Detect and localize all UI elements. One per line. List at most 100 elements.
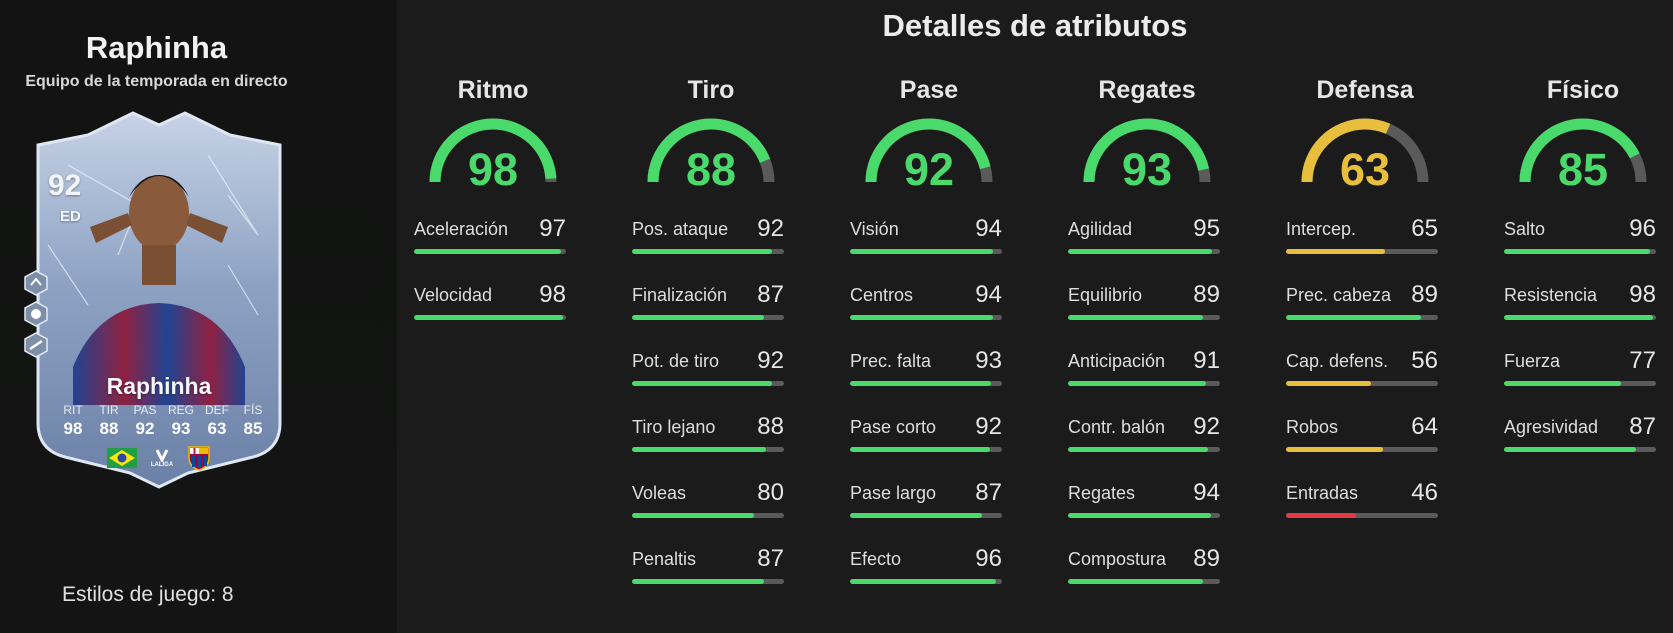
brazil-flag-icon [106,448,137,468]
player-name: Raphinha [85,30,228,65]
attribute-value: 96 [1629,215,1656,242]
attribute-row: Robos 64 [1286,413,1444,483]
laliga-logo: LALIGA [151,448,173,468]
playstyle-icon [23,270,49,296]
attribute-row: Visión 94 [850,215,1008,285]
attribute-bar-fill [632,381,772,386]
attribute-name: Tiro lejano [632,417,716,437]
attribute-name: Voleas [632,483,687,503]
attribute-value: 89 [1193,281,1220,308]
card-stat: FÍS 85 [238,403,268,439]
attribute-bar [1068,513,1220,518]
attribute-row: Pot. de tiro 92 [632,347,790,417]
category-value: 63 [1339,144,1391,195]
attribute-bar-fill [1068,249,1213,254]
attribute-value: 77 [1629,347,1656,374]
attribute-row: Salto 96 [1504,215,1662,285]
attribute-row: Aceleración 97 [414,215,572,285]
gauge-fill [429,118,557,183]
attribute-value: 92 [1193,413,1220,440]
attribute-row: Agresividad 87 [1504,413,1662,483]
attribute-bar [1286,513,1438,518]
playstyle-icon [23,301,49,327]
attribute-bar-fill [1068,513,1211,518]
attribute-bar-fill [1504,447,1637,452]
attribute-bar-fill [850,447,990,452]
attribute-bar-fill [850,315,993,320]
attribute-name: Fuerza [1504,351,1561,371]
card-stat-label: PAS [133,403,157,417]
card-stat-value: 85 [243,419,263,438]
attribute-list: Aceleración 97 Velocidad 98 [414,215,572,351]
attribute-row: Voleas 80 [632,479,790,549]
attribute-row: Efecto 96 [850,545,1008,615]
playstyles-count[interactable]: Estilos de juego: 8 [62,583,234,606]
category-tiro: Tiro 88 Pos. ataque 92 Finalización 87 Pot. d… [632,76,790,584]
attribute-name: Anticipación [1068,351,1166,371]
attribute-bar [1068,381,1220,386]
attribute-name: Pase largo [850,483,937,503]
attribute-bar [1068,315,1220,320]
card-stat: REG 93 [166,403,196,439]
gauge-fill [865,118,993,183]
attribute-bar [1504,447,1656,452]
attribute-value: 65 [1411,215,1438,242]
attribute-name: Equilibrio [1068,285,1143,305]
attribute-bar-fill [632,315,765,320]
attribute-value: 98 [1629,281,1656,308]
attribute-row: Prec. cabeza 89 [1286,281,1444,351]
page-title: Detalles de atributos [882,8,1188,43]
laliga-text: LALIGA [150,462,174,468]
attribute-bar [1068,249,1220,254]
attribute-row: Agilidad 95 [1068,215,1226,285]
attribute-value: 94 [1193,479,1220,506]
attribute-name: Regates [1068,483,1136,503]
attribute-name: Pot. de tiro [632,351,720,371]
attribute-row: Intercep. 65 [1286,215,1444,285]
attribute-row: Pase largo 87 [850,479,1008,549]
card-stat-value: 93 [171,419,191,438]
card-stat-label: TIR [99,403,119,417]
attribute-value: 92 [975,413,1002,440]
gauge-fill [1301,118,1429,183]
card-stat: RIT 98 [58,403,88,439]
attribute-bar-fill [1504,381,1622,386]
category-title: Físico [1546,76,1620,104]
category-value: 98 [467,144,519,195]
attribute-value: 56 [1411,347,1438,374]
category-title: Ritmo [457,76,529,104]
category-gauge: 98 [425,114,561,195]
player-card[interactable]: 92 ED Raphinha RIT 98 TIR 88 PAS 92 REG 93 D… [24,105,290,490]
attribute-value: 91 [1193,347,1220,374]
attribute-bar-fill [632,513,754,518]
category-pase: Pase 92 Visión 94 Centros 94 Prec. falta 93 Pas… [850,76,1008,584]
card-stat-value: 98 [63,419,83,438]
gauge-fill [1083,118,1211,183]
attribute-bar [632,381,784,386]
attribute-value: 46 [1411,479,1438,506]
category-title: Pase [899,76,959,104]
attribute-bar [632,579,784,584]
attribute-bar [1286,249,1438,254]
category-ritmo: Ritmo 98 Aceleración 97 Velocidad 98 [414,76,572,320]
attribute-bar [850,381,1002,386]
attribute-value: 92 [757,215,784,242]
attribute-row: Prec. falta 93 [850,347,1008,417]
card-rating: 92 [48,169,82,202]
attribute-bar [850,579,1002,584]
attribute-name: Contr. balón [1068,417,1166,437]
category-gauge: 88 [643,114,779,195]
card-stat: TIR 88 [94,403,124,439]
attribute-list: Visión 94 Centros 94 Prec. falta 93 Pase corto… [850,215,1008,615]
category-value: 93 [1121,144,1173,195]
attribute-name: Compostura [1068,549,1167,569]
attribute-name: Centros [850,285,914,305]
attribute-row: Regates 94 [1068,479,1226,549]
attribute-row: Entradas 46 [1286,479,1444,549]
attribute-bar-fill [850,249,993,254]
attribute-bar [632,447,784,452]
card-stat: DEF 63 [202,403,232,439]
attribute-bar [1504,249,1656,254]
attribute-row: Contr. balón 92 [1068,413,1226,483]
player-subtitle: Equipo de la temporada en directo [25,73,288,90]
